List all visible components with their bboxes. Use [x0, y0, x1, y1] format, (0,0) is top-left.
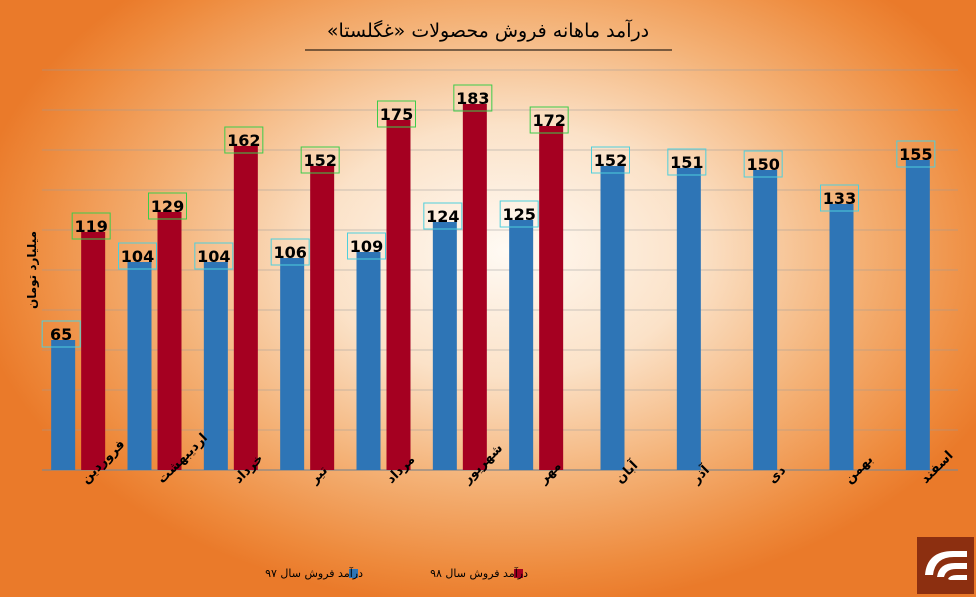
logo-swirl-icon — [925, 551, 967, 580]
data-label-box — [347, 232, 386, 260]
data-label-box — [194, 242, 234, 270]
bar-series-1-5 — [356, 252, 381, 470]
bar-series-1-2 — [127, 262, 152, 470]
legend-swatch-2 — [514, 569, 523, 578]
data-label-box — [224, 126, 264, 154]
data-label: 172 — [532, 111, 565, 130]
bars — [51, 104, 930, 470]
data-label: 133 — [823, 189, 856, 208]
data-label: 104 — [197, 247, 230, 266]
data-label: 119 — [74, 217, 107, 236]
bar-series-1-10 — [753, 170, 778, 470]
bar-series-1-1 — [51, 340, 76, 470]
bar-series-2-4 — [310, 166, 335, 470]
title-group: درآمد ماهانه فروش محصولات «غگلستا» — [305, 18, 672, 51]
bar-series-1-6 — [432, 222, 457, 470]
data-label: 162 — [227, 131, 260, 150]
data-label: 109 — [350, 237, 383, 256]
data-label: 104 — [121, 247, 154, 266]
bar-series-1-8 — [600, 166, 625, 470]
data-label: 125 — [502, 205, 535, 224]
data-label: 152 — [594, 151, 627, 170]
data-label-box — [667, 148, 707, 176]
legend-label-1: درآمد فروش سال ۹۷ — [265, 566, 363, 580]
data-label: 129 — [151, 197, 184, 216]
bar-series-1-9 — [676, 168, 701, 470]
data-label-box — [377, 100, 416, 128]
data-label-box — [453, 84, 493, 112]
data-label-box — [529, 106, 569, 134]
bar-series-1-3 — [203, 262, 228, 470]
data-label-box — [743, 150, 783, 178]
data-label-box — [41, 320, 81, 348]
bar-series-1-12 — [905, 160, 930, 470]
bar-series-1-4 — [280, 258, 305, 470]
data-label-box — [270, 238, 310, 266]
bar-series-2-7 — [539, 126, 564, 470]
data-label-box — [423, 202, 463, 230]
data-label: 155 — [899, 145, 932, 164]
bar-series-1-11 — [829, 204, 854, 470]
data-label: 124 — [426, 207, 459, 226]
bar-series-2-1 — [81, 232, 106, 470]
data-label: 183 — [456, 89, 489, 108]
company-logo-icon — [917, 537, 974, 594]
data-label-box — [820, 184, 859, 212]
data-label: 150 — [746, 155, 779, 174]
bar-series-2-5 — [386, 120, 411, 470]
legend: درآمد فروش سال ۹۷ درآمد فروش سال ۹۸ — [265, 566, 528, 580]
bar-series-2-2 — [157, 212, 182, 470]
y-axis-label: میلیارد تومان — [25, 231, 40, 309]
data-label: 151 — [670, 153, 703, 172]
legend-swatch-1 — [349, 569, 358, 578]
data-label: 106 — [273, 243, 306, 262]
data-label-box — [499, 200, 539, 228]
data-label-box — [896, 140, 936, 168]
data-label-box — [71, 212, 111, 240]
data-label-box — [591, 146, 630, 174]
data-label-box — [118, 242, 157, 270]
grid — [42, 69, 958, 471]
data-label: 152 — [303, 151, 336, 170]
data-label-box — [300, 146, 340, 174]
bar-series-2-3 — [233, 146, 258, 470]
data-label: 175 — [380, 105, 413, 124]
chart-title: درآمد ماهانه فروش محصولات «غگلستا» — [327, 18, 649, 42]
data-label: 65 — [50, 325, 72, 344]
bar-series-1-7 — [509, 220, 534, 470]
legend-label-2: درآمد فروش سال ۹۸ — [430, 566, 528, 580]
bar-series-2-6 — [462, 104, 487, 470]
data-labels: 65 119 104 129 104 162 106 152 109 175 124 183 125 17… — [41, 84, 936, 348]
data-label-box — [148, 192, 187, 220]
